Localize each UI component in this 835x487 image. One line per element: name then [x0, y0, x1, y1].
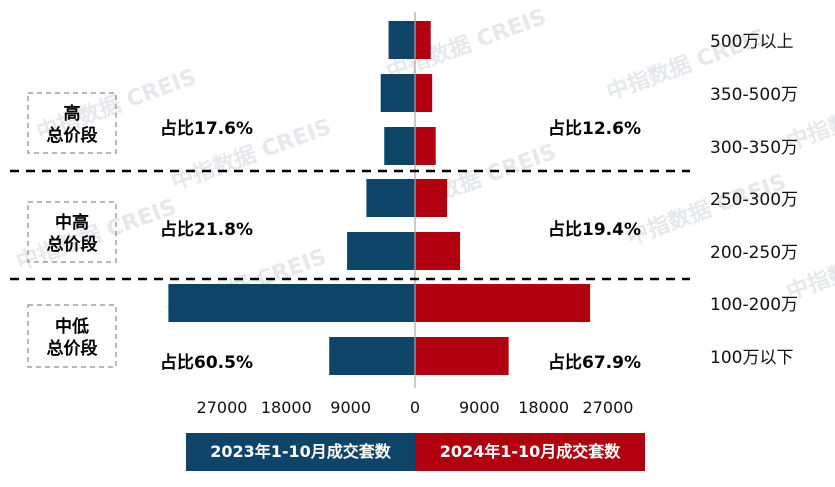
x-tick-label: 0 [410, 398, 420, 417]
group-label-line: 高 [64, 103, 81, 124]
share-label-2023: 占比60.5% [160, 352, 253, 373]
x-tick-label: 9000 [330, 398, 371, 417]
bar-2024 [415, 179, 448, 217]
category-label: 250-300万 [710, 190, 798, 210]
bar-2024 [415, 127, 436, 165]
bar-2024 [415, 337, 509, 375]
group-label-line: 总价段 [47, 234, 98, 255]
bar-2023 [388, 21, 415, 59]
bar-2024 [415, 232, 461, 270]
bar-2023 [366, 179, 415, 217]
x-tick-label: 27000 [197, 398, 248, 417]
group-label-line: 中低 [55, 316, 89, 337]
bar-2023 [380, 74, 415, 112]
bar-2024 [415, 284, 591, 322]
bar-2024 [415, 21, 431, 59]
group-label-box [27, 201, 117, 263]
x-tick-label: 27000 [583, 398, 634, 417]
group-label-line: 总价段 [47, 338, 98, 359]
legend-2023: 2023年1-10月成交套数 [186, 433, 415, 471]
bar-2023 [168, 284, 415, 322]
share-label-2023: 占比17.6% [160, 118, 253, 139]
bar-2023 [329, 337, 415, 375]
share-label-2024: 占比19.4% [548, 219, 641, 240]
watermark-text: 中指数据 CREIS [783, 224, 835, 306]
share-label-2024: 占比67.9% [548, 352, 641, 373]
x-tick-label: 9000 [459, 398, 500, 417]
bar-2023 [347, 232, 415, 270]
group-label-box [27, 304, 117, 368]
category-label: 300-350万 [710, 138, 798, 158]
category-label: 100-200万 [710, 295, 798, 315]
group-label-line: 总价段 [47, 125, 98, 146]
category-label: 350-500万 [710, 85, 798, 105]
x-tick-label: 18000 [518, 398, 569, 417]
bar-2023 [384, 127, 415, 165]
share-label-2024: 占比12.6% [548, 118, 641, 139]
category-label: 200-250万 [710, 243, 798, 263]
legend-2024: 2024年1-10月成交套数 [415, 433, 645, 471]
category-label: 500万以上 [710, 32, 793, 52]
share-label-2023: 占比21.8% [160, 219, 253, 240]
bar-2024 [415, 74, 433, 112]
category-label: 100万以下 [710, 348, 793, 368]
group-label-line: 中高 [55, 212, 89, 233]
group-label-box [27, 92, 117, 154]
x-tick-label: 18000 [261, 398, 312, 417]
